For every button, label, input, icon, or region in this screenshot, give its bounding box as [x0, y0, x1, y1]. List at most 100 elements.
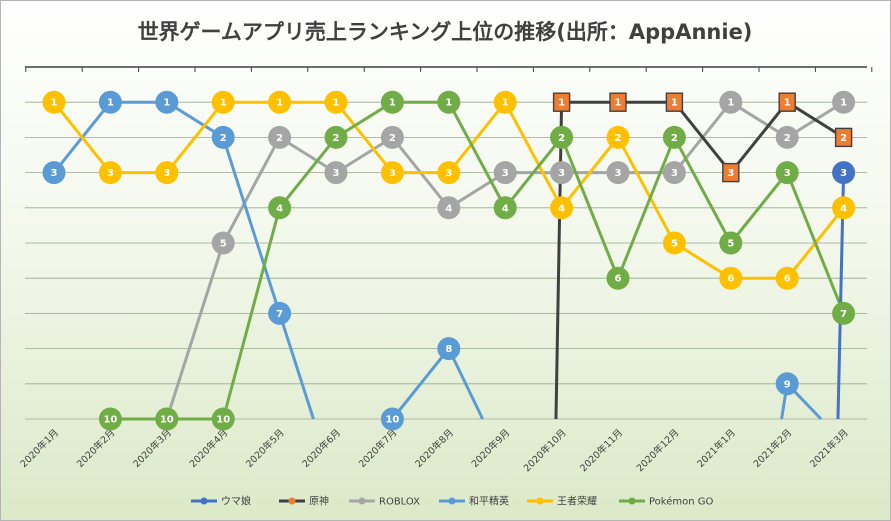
data-point-marker: [42, 90, 66, 114]
series-entry-line: [554, 102, 564, 420]
data-point-marker: [832, 161, 856, 185]
data-label: 1: [333, 98, 340, 109]
data-label: 2: [276, 133, 283, 144]
data-label: 1: [276, 98, 283, 109]
data-label: 2: [671, 133, 678, 144]
data-point-marker: [775, 266, 799, 290]
data-label: 3: [445, 168, 452, 179]
series-exit-line: [278, 312, 315, 420]
data-point-marker: [665, 92, 684, 112]
x-tick-label: 2021年2月: [751, 427, 794, 470]
data-point-marker: [493, 90, 517, 114]
legend-label: 王者荣耀: [557, 496, 597, 508]
data-label: 5: [671, 239, 678, 250]
data-point-marker: [722, 162, 740, 183]
legend-label: Pokémon GO: [649, 496, 714, 508]
legend-label: ROBLOX: [379, 497, 420, 508]
data-label: 4: [840, 203, 847, 214]
data-label: 1: [220, 98, 227, 109]
data-point-marker: [437, 90, 461, 114]
data-point-marker: [211, 90, 235, 114]
data-point-marker: [778, 92, 796, 112]
chart-title: 世界ゲームアプリ売上ランキング上位の推移(出所：AppAnnie): [138, 20, 753, 44]
data-point-marker: [832, 301, 856, 325]
data-label: 3: [558, 168, 565, 179]
data-point-marker: [155, 407, 179, 431]
data-label: 2: [220, 133, 227, 144]
data-point-marker: [493, 196, 517, 220]
data-label: 4: [558, 203, 565, 214]
data-label: 6: [727, 274, 734, 285]
data-point-marker: [606, 125, 630, 149]
series-layer: 10 5 2 3 2 4 3 3 3 3 1 2 1 3 1 1 2 7 10 8 9 1 3 3 1 1 1 3 3 1 4 2 5 6 6 4 10…: [42, 90, 856, 431]
data-label: 2: [615, 133, 622, 144]
data-point-marker: [719, 231, 743, 255]
data-label: 1: [51, 98, 58, 109]
data-label: 7: [276, 309, 283, 320]
data-label: 6: [784, 274, 791, 285]
data-point-marker: [719, 266, 743, 290]
data-label: 4: [502, 203, 509, 214]
data-point-marker: [775, 372, 799, 396]
data-label: 2: [558, 133, 565, 144]
legend-item: 王者荣耀: [527, 496, 597, 508]
data-label: 5: [727, 239, 734, 250]
series-markers: 10 5 2 3 2 4 3 3 3 3 1 2 1 3 1 1 2 7 10 8 9 1 3 3 1 1 1 3 3 1 4 2 5 6 6 4 10…: [42, 90, 856, 431]
data-point-marker: [268, 196, 292, 220]
data-point-marker: [380, 407, 404, 431]
data-label: 3: [502, 168, 509, 179]
legend-swatch-marker: [448, 497, 456, 505]
x-axis-ticks: 2020年1月 2020年2月 2020年3月 2020年4月 2020年5月 2020年…: [18, 427, 851, 475]
data-label: 10: [160, 415, 174, 426]
data-label: 6: [615, 274, 622, 285]
data-label: 3: [51, 168, 58, 179]
legend: ウマ娘 原神 ROBLOX 和平精英 王者荣耀 Pokémon GO: [191, 495, 714, 508]
x-tick-label: 2021年1月: [695, 427, 738, 470]
series-line: [561, 100, 845, 175]
data-point-marker: [609, 92, 627, 112]
x-tick-label: 2020年1月: [18, 427, 61, 470]
data-point-marker: [42, 161, 66, 185]
data-label: 4: [276, 203, 283, 214]
series-exit-line: [447, 347, 484, 420]
x-tick-label: 2020年4月: [187, 427, 230, 470]
data-point-marker: [324, 90, 348, 114]
data-point-marker: [155, 161, 179, 185]
data-label: 1: [558, 98, 565, 109]
x-tick-label: 2020年7月: [356, 427, 399, 470]
legend-item: 原神: [279, 495, 329, 508]
data-point-marker: [662, 161, 686, 185]
data-label: 2: [784, 133, 791, 144]
data-point-marker: [98, 407, 122, 431]
data-point-marker: [268, 125, 292, 149]
data-label: 1: [163, 98, 170, 109]
legend-swatch-marker: [358, 497, 366, 505]
data-point-marker: [662, 125, 686, 149]
data-label: 3: [333, 168, 340, 179]
series-lines: [52, 100, 846, 421]
data-label: 3: [840, 168, 847, 179]
data-point-marker: [832, 90, 856, 114]
data-point-marker: [268, 90, 292, 114]
data-label: 1: [107, 98, 114, 109]
data-point-marker: [606, 266, 630, 290]
data-label: 1: [445, 98, 452, 109]
data-point-marker: [437, 196, 461, 220]
data-label: 3: [671, 168, 678, 179]
legend-label: 和平精英: [469, 495, 509, 508]
x-tick-label: 2020年10月: [521, 427, 569, 475]
legend-swatch-marker: [536, 497, 544, 505]
legend-item: Pokémon GO: [619, 496, 714, 508]
data-point-marker: [832, 196, 856, 220]
data-label: 1: [671, 98, 678, 109]
data-label: 3: [727, 168, 734, 179]
data-point-marker: [211, 407, 235, 431]
data-point-marker: [606, 161, 630, 185]
legend-swatch-marker: [288, 497, 296, 505]
data-point-marker: [98, 90, 122, 114]
data-label: 4: [445, 203, 452, 214]
x-tick-label: 2020年12月: [634, 427, 682, 475]
data-label: 3: [389, 168, 396, 179]
